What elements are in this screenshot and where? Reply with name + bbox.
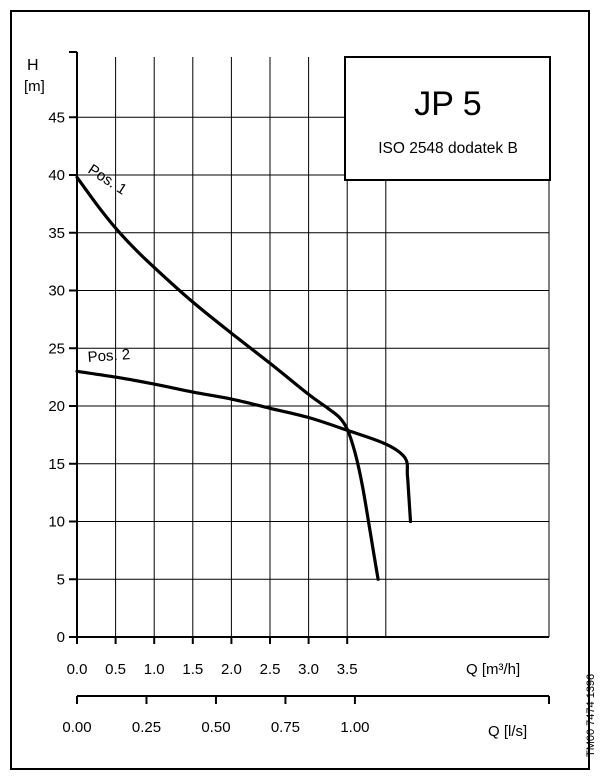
- x-tick-label: 0.0: [67, 661, 88, 678]
- y-tick-label: 5: [57, 571, 65, 588]
- series-line-1: [75, 175, 380, 581]
- x-axis-label-secondary: Q [l/s]: [488, 723, 527, 740]
- series-line-2: [75, 369, 413, 524]
- grid: [77, 57, 550, 637]
- y-tick-label: 40: [48, 167, 65, 184]
- y-tick-label: 35: [48, 225, 65, 242]
- y-tick-label: 0: [57, 629, 65, 646]
- y-tick-label: 45: [48, 109, 65, 126]
- x-tick-label: 2.5: [260, 661, 281, 678]
- x2-tick-label: 0.75: [271, 719, 300, 736]
- series-label-pos1: Pos. 1: [85, 161, 130, 198]
- series-label-pos2: Pos. 2: [87, 346, 131, 366]
- chart-subtitle: ISO 2548 dodatek B: [378, 140, 518, 157]
- x2-tick-label: 0.25: [132, 719, 161, 736]
- title-box: [344, 56, 551, 181]
- x2-tick-label: 0.50: [201, 719, 230, 736]
- x-tick-label: 1.5: [182, 661, 203, 678]
- y-tick-label: 30: [48, 283, 65, 300]
- x-tick-label: 2.0: [221, 661, 242, 678]
- y-tick-label: 20: [48, 398, 65, 415]
- side-code: TM00 7474 1396: [585, 674, 597, 757]
- x-tick-label: 1.0: [144, 661, 165, 678]
- y-axis-label: H: [27, 57, 39, 74]
- y-tick-label: 10: [48, 514, 65, 531]
- x2-tick-label: 1.00: [340, 719, 369, 736]
- outer-frame: [10, 10, 590, 770]
- x-tick-label: 0.5: [105, 661, 126, 678]
- axes: 0 5 10 15 20 25 30 35 40 45 0.0 0.5 1.0 1.5 2.0 2.5 3.0 3…: [48, 51, 550, 736]
- x-tick-label: 3.5: [337, 661, 358, 678]
- x-tick-label: 3.0: [298, 661, 319, 678]
- y-axis-unit: [m]: [24, 78, 45, 95]
- chart-title: JP 5: [414, 85, 481, 123]
- series-layer: Pos. 1 Pos. 2: [75, 161, 413, 581]
- x2-tick-label: 0.00: [62, 719, 91, 736]
- y-tick-label: 25: [48, 340, 65, 357]
- x-axis-label-primary: Q [m³/h]: [466, 661, 520, 678]
- y-tick-label: 15: [48, 456, 65, 473]
